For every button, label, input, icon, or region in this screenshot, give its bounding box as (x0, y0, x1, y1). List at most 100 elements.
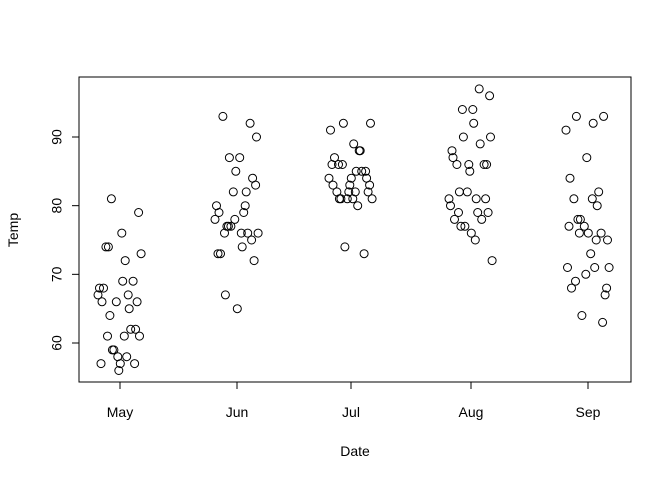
data-point (586, 249, 596, 259)
data-point (479, 160, 489, 169)
data-point (581, 269, 591, 279)
data-point (235, 153, 245, 163)
data-point (563, 263, 572, 272)
data-point (135, 331, 144, 341)
data-point (457, 105, 467, 114)
data-point (334, 160, 343, 169)
data-point (468, 105, 478, 114)
data-point (592, 201, 602, 211)
data-point (328, 180, 338, 190)
data-point (240, 201, 250, 211)
data-point (446, 201, 455, 211)
data-point (243, 228, 253, 238)
data-point (95, 283, 104, 293)
data-point (97, 297, 107, 307)
data-point (602, 283, 612, 293)
data-point (344, 187, 354, 197)
data-point (357, 166, 367, 176)
data-point (123, 290, 133, 300)
data-point (230, 214, 240, 224)
data-point (450, 214, 459, 224)
y-axis-label: Temp (5, 213, 21, 247)
data-point (337, 160, 347, 169)
data-point (569, 194, 579, 204)
y-tick-label: 70 (49, 266, 65, 282)
data-point (132, 297, 142, 307)
y-axis-ticks: 60 70 80 90 (49, 129, 79, 351)
data-point (567, 283, 576, 293)
scatter-points (93, 84, 614, 375)
data-point (591, 235, 601, 245)
data-point (249, 256, 259, 266)
data-point (366, 118, 375, 128)
data-point (213, 249, 223, 259)
x-tick-label: Jul (342, 404, 360, 420)
data-point (565, 173, 575, 183)
data-point (458, 132, 468, 142)
y-tick-label: 90 (49, 129, 65, 145)
data-point (448, 153, 458, 163)
data-point (590, 263, 600, 272)
data-point (474, 84, 484, 94)
data-point (564, 221, 574, 231)
data-point (105, 311, 115, 320)
data-point (469, 118, 479, 128)
data-point (120, 256, 130, 266)
data-point (114, 366, 124, 375)
data-point (103, 331, 112, 341)
data-point (134, 208, 144, 217)
data-point (113, 352, 123, 362)
data-point (594, 187, 604, 197)
data-point (485, 91, 495, 101)
data-point (327, 160, 337, 169)
data-point (353, 201, 363, 211)
data-point (223, 221, 233, 231)
data-point (103, 242, 113, 252)
data-point (126, 324, 136, 334)
data-point (226, 221, 236, 231)
data-point (101, 242, 111, 252)
data-point (332, 187, 342, 197)
data-point (363, 187, 373, 197)
data-point (482, 160, 492, 169)
data-point (216, 249, 225, 259)
data-point (577, 311, 587, 320)
data-point (99, 283, 108, 293)
data-point (236, 228, 246, 238)
data-point (361, 166, 371, 176)
data-point (561, 125, 571, 135)
data-point (324, 173, 334, 183)
data-point (481, 194, 491, 204)
data-point (218, 111, 228, 121)
data-point (452, 160, 462, 169)
data-point (604, 263, 614, 272)
data-point (571, 276, 580, 286)
data-point (345, 180, 355, 190)
data-point (251, 180, 261, 190)
data-point (326, 125, 335, 135)
data-point (359, 249, 369, 259)
data-point (579, 221, 589, 231)
data-point (447, 146, 457, 156)
data-point (575, 214, 585, 224)
data-point (119, 331, 129, 341)
data-point (351, 166, 361, 176)
data-point (111, 297, 121, 307)
data-point (237, 242, 247, 252)
data-point (583, 228, 593, 238)
data-point (473, 208, 483, 217)
data-point (247, 235, 257, 245)
data-point (582, 153, 592, 163)
data-point (354, 146, 364, 156)
data-point (573, 214, 583, 224)
data-point (336, 194, 346, 204)
data-point (348, 194, 358, 204)
data-point (252, 132, 261, 142)
data-point (136, 249, 146, 259)
x-tick-label: Sep (576, 404, 601, 420)
data-point (342, 194, 352, 204)
data-point (465, 166, 475, 176)
data-point (349, 139, 359, 149)
data-point (600, 290, 610, 300)
